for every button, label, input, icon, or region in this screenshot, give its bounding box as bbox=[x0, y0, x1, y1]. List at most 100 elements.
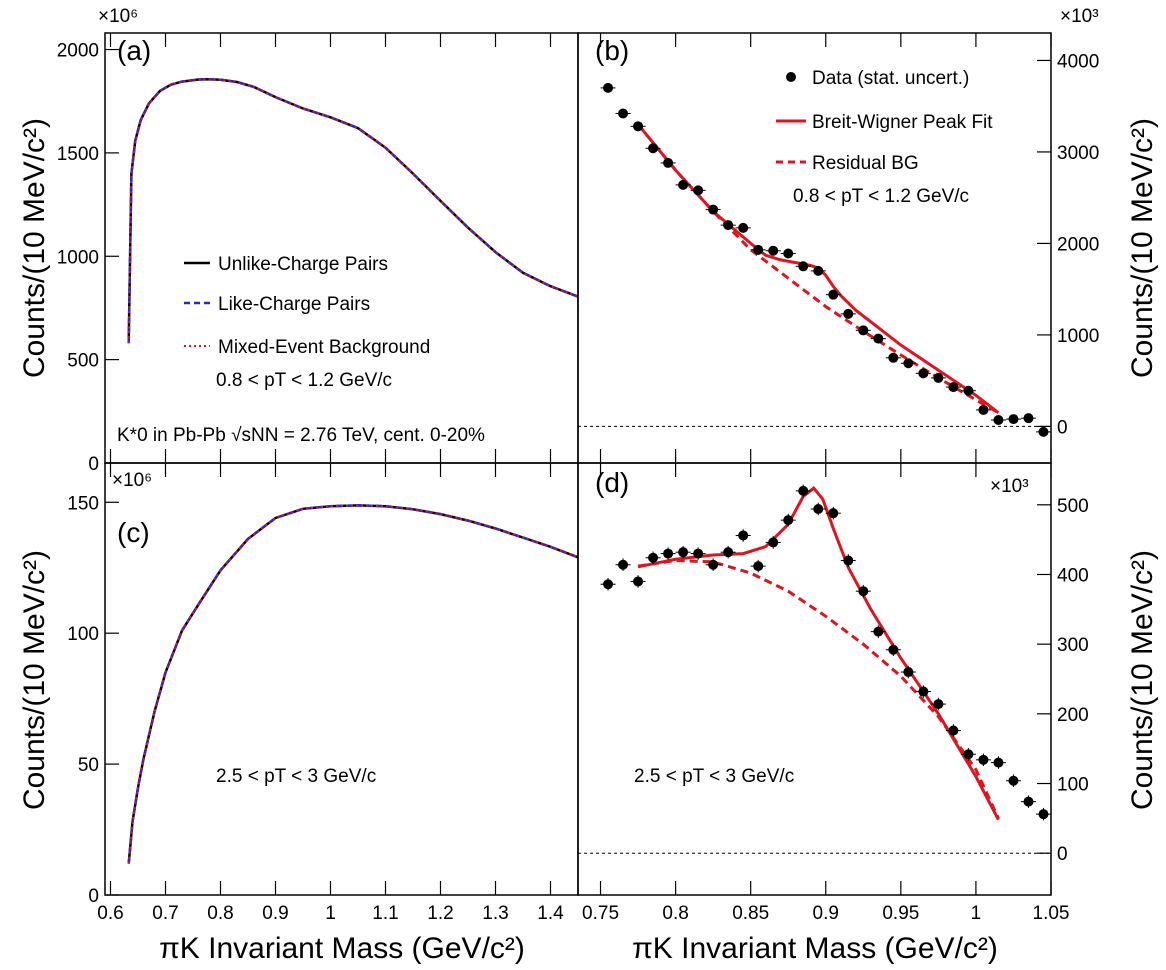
x-axis-title-left: πK Invariant Mass (GeV/c²) bbox=[159, 932, 525, 965]
data-point-b bbox=[723, 220, 734, 231]
data-point-d bbox=[828, 508, 839, 519]
legend-data-marker bbox=[786, 72, 796, 82]
y-tick-label-d: 100 bbox=[1057, 775, 1089, 796]
data-point-b bbox=[663, 157, 674, 168]
data-point-b bbox=[738, 222, 749, 233]
data-point-b bbox=[918, 368, 929, 379]
legend-bg-label: Residual BG bbox=[812, 153, 919, 174]
panel-label-b: (b) bbox=[595, 35, 629, 66]
y-tick-label-b: 1000 bbox=[1057, 326, 1099, 347]
plot-layer: 0500100015002000010002000300040000501001… bbox=[57, 33, 1099, 924]
y-tick-label-a: 500 bbox=[67, 351, 99, 372]
data-point-d bbox=[648, 552, 659, 563]
panel-frame-a bbox=[104, 32, 579, 464]
pt-range-b: 0.8 < pT < 1.2 GeV/c bbox=[793, 186, 969, 207]
data-point-d bbox=[918, 686, 929, 697]
y-tick-label-c: 50 bbox=[78, 755, 99, 776]
x-tick-label-d: 1 bbox=[971, 903, 982, 924]
x-tick-label-d: 0.8 bbox=[662, 903, 688, 924]
y-tick-label-b: 0 bbox=[1057, 417, 1068, 438]
pt-range-c: 2.5 < pT < 3 GeV/c bbox=[216, 766, 376, 787]
x-tick-label-d: 0.85 bbox=[732, 903, 769, 924]
data-point-d bbox=[978, 754, 989, 765]
x-tick-label-d: 0.95 bbox=[882, 903, 919, 924]
data-point-d bbox=[723, 547, 734, 558]
panel-frame-d bbox=[577, 462, 1052, 896]
data-point-d bbox=[903, 667, 914, 678]
panel-label-c: (c) bbox=[117, 517, 150, 548]
legend-like-label: Like-Charge Pairs bbox=[218, 294, 370, 315]
data-point-d bbox=[708, 559, 719, 570]
legend-data-label: Data (stat. uncert.) bbox=[812, 68, 969, 89]
multiplier-d: ×10³ bbox=[990, 476, 1029, 497]
multiplier-c: ×10⁶ bbox=[112, 470, 152, 491]
pt-range-a: 0.8 < pT < 1.2 GeV/c bbox=[216, 370, 392, 391]
data-point-d bbox=[603, 579, 614, 590]
y-axis-title-bottom-left: Counts/(10 MeV/c²) bbox=[18, 550, 51, 810]
data-point-d bbox=[963, 749, 974, 760]
data-point-b bbox=[603, 82, 614, 93]
data-point-d bbox=[843, 555, 854, 566]
data-point-d bbox=[693, 548, 704, 559]
y-tick-label-c: 150 bbox=[67, 493, 99, 514]
data-point-b bbox=[993, 415, 1004, 425]
data-point-d bbox=[633, 576, 644, 587]
data-point-b bbox=[858, 325, 869, 336]
system-label-a: K*0 in Pb-Pb √sNN = 2.76 TeV, cent. 0-20… bbox=[117, 425, 485, 446]
data-point-b bbox=[1038, 426, 1049, 437]
x-tick-label-c: 1.3 bbox=[482, 903, 508, 924]
data-point-d bbox=[663, 548, 674, 559]
legend-mixed-label: Mixed-Event Background bbox=[218, 337, 430, 358]
x-tick-label-d: 0.9 bbox=[813, 903, 839, 924]
y-tick-label-d: 200 bbox=[1057, 705, 1089, 726]
y-axis-title-top-left: Counts/(10 MeV/c²) bbox=[18, 118, 51, 378]
pt-range-d: 2.5 < pT < 3 GeV/c bbox=[634, 766, 794, 787]
data-point-b bbox=[873, 333, 884, 344]
data-point-b bbox=[1023, 413, 1034, 424]
data-point-d bbox=[948, 725, 959, 736]
data-point-b bbox=[618, 108, 629, 119]
data-point-b bbox=[828, 289, 839, 300]
legend-a: Unlike-Charge Pairs Like-Charge Pairs Mi… bbox=[117, 254, 485, 446]
x-axis-title-right: πK Invariant Mass (GeV/c²) bbox=[632, 932, 998, 965]
data-point-d bbox=[618, 559, 629, 570]
data-point-b bbox=[633, 121, 644, 132]
y-tick-label-d: 300 bbox=[1057, 635, 1089, 656]
data-point-b bbox=[933, 372, 944, 383]
data-point-b bbox=[708, 204, 719, 215]
x-tick-label-c: 0.8 bbox=[207, 903, 233, 924]
data-point-b bbox=[1008, 414, 1019, 425]
data-point-d bbox=[873, 626, 884, 637]
x-tick-label-d: 1.05 bbox=[1033, 903, 1070, 924]
data-point-b bbox=[903, 358, 914, 369]
series-like-charge-c bbox=[127, 504, 579, 864]
data-point-d bbox=[813, 503, 824, 514]
data-point-d bbox=[798, 485, 809, 496]
y-tick-label-d: 500 bbox=[1057, 496, 1089, 517]
multiplier-a: ×10⁶ bbox=[98, 6, 138, 27]
data-point-b bbox=[798, 261, 809, 272]
data-point-d bbox=[738, 530, 749, 541]
data-point-d bbox=[888, 644, 899, 655]
data-point-b bbox=[948, 382, 959, 393]
series-residual-bg-d bbox=[637, 558, 1000, 820]
data-point-d bbox=[1023, 796, 1034, 807]
x-tick-label-c: 0.7 bbox=[152, 903, 178, 924]
legend-b: Data (stat. uncert.) Breit-Wigner Peak F… bbox=[776, 68, 993, 207]
legend-fit-label: Breit-Wigner Peak Fit bbox=[812, 112, 993, 133]
y-tick-label-b: 3000 bbox=[1057, 143, 1099, 164]
x-tick-label-c: 1.1 bbox=[372, 903, 398, 924]
data-point-b bbox=[678, 179, 689, 190]
data-point-b bbox=[648, 143, 659, 154]
y-tick-label-b: 2000 bbox=[1057, 234, 1099, 255]
y-tick-label-a: 1500 bbox=[57, 144, 99, 165]
x-tick-label-c: 0.6 bbox=[97, 903, 123, 924]
data-point-d bbox=[768, 537, 779, 548]
data-point-b bbox=[963, 385, 974, 396]
series-mixed-event-c bbox=[127, 504, 579, 864]
data-point-b bbox=[768, 245, 779, 256]
data-point-d bbox=[1038, 809, 1049, 820]
panel-label-a: (a) bbox=[117, 35, 151, 66]
panel-frame-c bbox=[104, 462, 579, 896]
series-unlike-charge-c bbox=[127, 504, 579, 864]
